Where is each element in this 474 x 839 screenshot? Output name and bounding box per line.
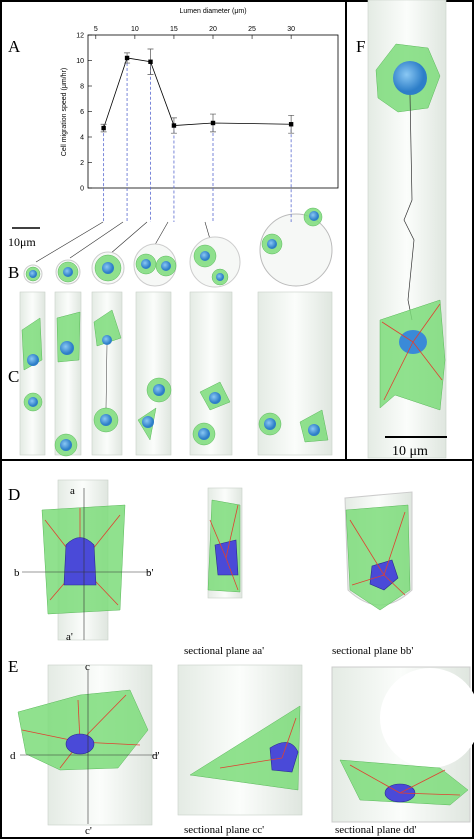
caption: sectional plane dd' bbox=[335, 824, 416, 836]
x-tick-label: 15 bbox=[170, 26, 178, 33]
panel-f-drawing: 10 μm bbox=[367, 0, 447, 459]
y-tick-label: 4 bbox=[80, 135, 84, 142]
cross-sections bbox=[23, 207, 333, 288]
panel-label: F bbox=[356, 37, 365, 56]
x-tick-label: 30 bbox=[287, 26, 295, 33]
point bbox=[148, 59, 153, 64]
x-tick-label: 25 bbox=[248, 26, 256, 33]
axis-mark: c' bbox=[85, 825, 92, 837]
point bbox=[171, 123, 177, 128]
scale-label: 10 μm bbox=[392, 444, 428, 459]
axis-mark: a bbox=[70, 485, 75, 497]
panel-label: D bbox=[8, 485, 20, 504]
panel-label: E bbox=[8, 657, 18, 676]
y-tick-label: 8 bbox=[80, 84, 84, 91]
x-tick-label: 20 bbox=[209, 26, 217, 33]
x-axis-title: Lumen diameter (μm) bbox=[179, 8, 246, 15]
chart: Lumen diameter (μm) Cell migration speed… bbox=[61, 8, 339, 222]
y-tick-label: 2 bbox=[80, 160, 84, 167]
y-tick-label: 10 bbox=[76, 58, 84, 65]
x-tick-label: 10 bbox=[131, 26, 139, 33]
y-tick-label: 6 bbox=[80, 109, 84, 116]
axis-mark: c bbox=[85, 661, 90, 673]
y-tick-label: 0 bbox=[80, 186, 84, 193]
caption: sectional plane aa' bbox=[184, 645, 264, 657]
y-tick-label: 12 bbox=[76, 33, 84, 40]
tubes bbox=[19, 291, 333, 457]
axis-mark: a' bbox=[66, 631, 73, 643]
caption: sectional plane cc' bbox=[184, 824, 264, 836]
data-line bbox=[103, 57, 292, 129]
point bbox=[288, 122, 294, 127]
point bbox=[210, 120, 216, 126]
panel-d-drawing bbox=[22, 479, 413, 641]
axis-mark: d bbox=[10, 750, 16, 762]
x-tick-label: 5 bbox=[94, 26, 98, 33]
panel-label: A bbox=[8, 37, 21, 56]
axis-mark: b bbox=[14, 567, 20, 579]
panel-e-drawing bbox=[17, 664, 474, 826]
axis-mark: b' bbox=[146, 567, 154, 579]
point bbox=[124, 55, 130, 61]
point bbox=[101, 125, 106, 131]
axis-mark: d' bbox=[152, 750, 160, 762]
panel-label: B bbox=[8, 263, 19, 282]
y-axis-title: Cell migration speed (μm/hr) bbox=[61, 68, 68, 156]
scale-label: 10μm bbox=[8, 235, 36, 249]
panel-label: C bbox=[8, 367, 19, 386]
caption: sectional plane bb' bbox=[332, 645, 413, 657]
